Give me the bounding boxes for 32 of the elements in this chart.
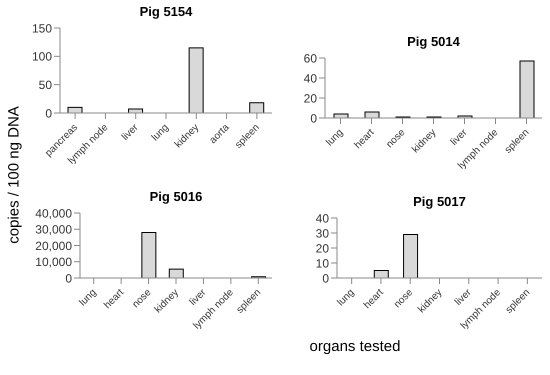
x-tick-label: liver xyxy=(452,286,474,308)
y-tick-label: 100 xyxy=(32,50,52,64)
chart-title: Pig 5017 xyxy=(412,194,467,209)
y-tick-label: 40 xyxy=(304,71,318,86)
y-tick-label: 10,000 xyxy=(35,255,72,270)
y-tick-label: 0 xyxy=(310,111,318,126)
y-tick-label: 0 xyxy=(45,106,52,120)
y-tick-label: 150 xyxy=(32,21,52,36)
x-tick-label: liver xyxy=(120,122,142,143)
chart-title: Pig 5154 xyxy=(138,4,194,19)
y-tick-label: 40 xyxy=(316,211,330,226)
x-tick-label: lung xyxy=(335,287,357,308)
x-tick-label: lung xyxy=(78,287,99,308)
y-tick-label: 30,000 xyxy=(35,222,72,237)
y-tick-label: 60 xyxy=(304,51,318,66)
x-tick-label: liver xyxy=(448,126,470,148)
y-tick-label: 20 xyxy=(316,241,330,256)
x-axis-title: organs tested xyxy=(308,338,402,355)
x-tick-label: lung xyxy=(150,122,171,144)
y-tick-label: 50 xyxy=(38,78,52,92)
y-axis-title: copies / 100 ng DNA xyxy=(6,106,22,244)
x-tick-label: liver xyxy=(188,286,209,308)
y-tick-label: 20,000 xyxy=(35,238,72,253)
y-tick-label: 40,000 xyxy=(35,206,72,220)
y-tick-label: 0 xyxy=(322,271,330,286)
chart-title: Pig 5014 xyxy=(406,34,461,49)
y-tick-label: 30 xyxy=(316,226,330,240)
chart-title: Pig 5016 xyxy=(148,189,204,204)
x-tick-label: lung xyxy=(324,127,346,148)
y-tick-label: 20 xyxy=(304,91,318,106)
y-tick-label: 0 xyxy=(65,271,72,286)
y-tick-label: 10 xyxy=(316,256,330,270)
